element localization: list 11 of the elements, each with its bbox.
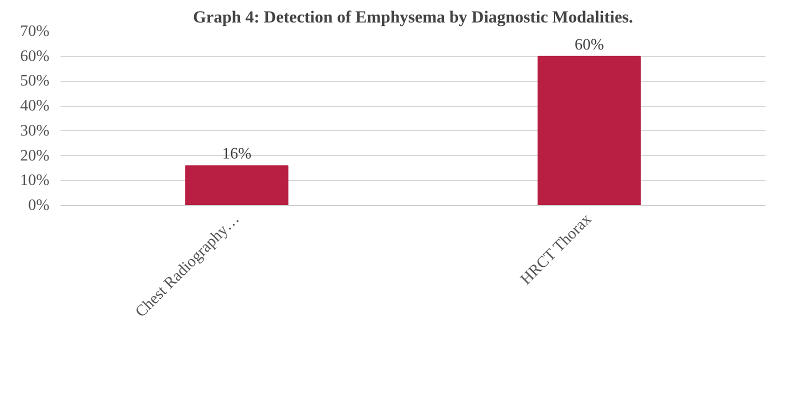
y-tick-label: 70%: [20, 23, 50, 40]
y-tick-label: 60%: [20, 48, 50, 65]
y-tick-label: 50%: [20, 72, 50, 90]
chart-title: Graph 4: Detection of Emphysema by Diagnostic Modalities.: [192, 8, 634, 26]
data-label: 16%: [222, 146, 252, 163]
y-tick-label: 20%: [20, 147, 50, 164]
y-tick-label: 30%: [20, 122, 50, 140]
y-tick-label: 40%: [20, 98, 50, 115]
data-label: 60%: [574, 36, 604, 54]
y-tick-label: 0%: [28, 197, 50, 214]
y-tick-label: 10%: [20, 172, 50, 190]
